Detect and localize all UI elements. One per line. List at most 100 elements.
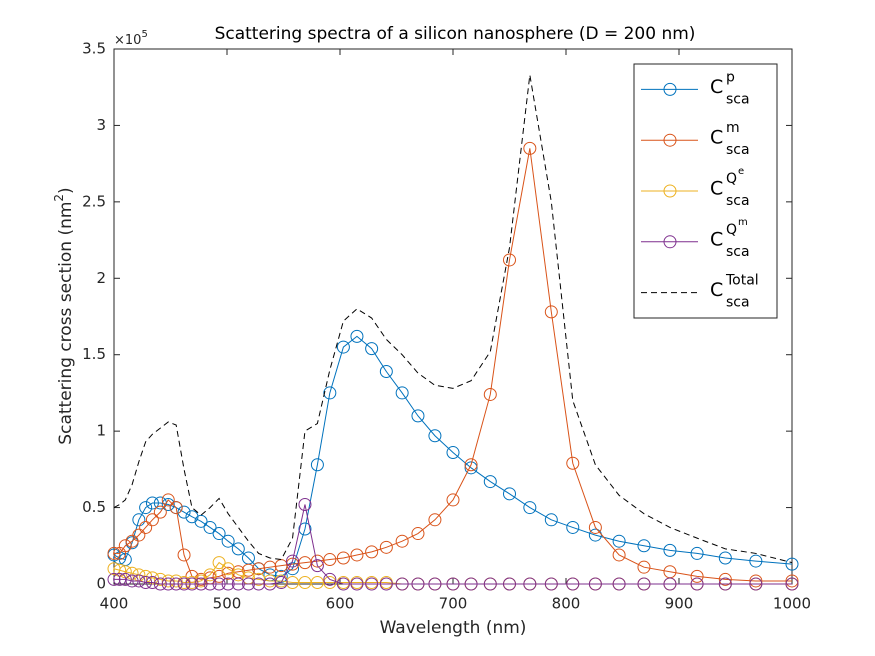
x-tick-label: 700 xyxy=(439,595,468,613)
data-marker xyxy=(464,458,478,472)
legend-label: C xyxy=(710,228,723,250)
data-marker xyxy=(310,559,324,573)
y-tick-label: 2.5 xyxy=(82,192,106,210)
data-marker xyxy=(446,493,460,507)
data-marker xyxy=(395,577,409,591)
data-marker xyxy=(118,572,132,586)
data-marker xyxy=(428,429,442,443)
data-marker xyxy=(365,342,379,356)
data-marker xyxy=(566,577,580,591)
data-marker xyxy=(107,572,121,586)
data-marker xyxy=(785,557,799,571)
y-tick-label: 1.5 xyxy=(82,345,106,363)
legend-label: C xyxy=(710,76,723,98)
y-tick-label: 1 xyxy=(96,422,106,440)
data-marker xyxy=(323,572,337,586)
data-marker xyxy=(118,539,132,553)
data-marker xyxy=(323,575,337,589)
data-marker xyxy=(274,575,288,589)
data-marker xyxy=(221,534,235,548)
data-marker xyxy=(395,534,409,548)
data-marker xyxy=(185,510,199,524)
y-multiplier-base: ×10 xyxy=(114,33,141,48)
legend-sup: p xyxy=(726,69,735,85)
x-tick-label: 800 xyxy=(552,595,581,613)
data-marker xyxy=(411,527,425,541)
data-marker xyxy=(690,577,704,591)
data-marker xyxy=(588,577,602,591)
data-marker xyxy=(503,487,516,501)
data-marker xyxy=(663,577,677,591)
data-marker xyxy=(379,577,393,591)
data-marker xyxy=(365,577,379,591)
x-tick-label: 400 xyxy=(100,595,129,613)
data-marker xyxy=(663,543,677,557)
data-marker xyxy=(139,575,153,589)
data-marker xyxy=(749,574,763,588)
data-marker xyxy=(194,577,208,591)
x-tick-label: 900 xyxy=(665,595,694,613)
y-tick-label: 0 xyxy=(96,575,106,593)
data-marker xyxy=(145,496,159,510)
data-marker xyxy=(323,553,337,567)
data-marker xyxy=(194,574,208,588)
data-marker xyxy=(690,546,704,560)
legend-sub: sca xyxy=(726,91,750,107)
data-marker xyxy=(252,577,266,591)
data-marker xyxy=(566,456,580,470)
data-marker xyxy=(161,574,175,588)
data-marker xyxy=(566,520,580,534)
data-marker xyxy=(379,365,393,379)
data-marker xyxy=(169,574,183,588)
data-marker xyxy=(145,575,159,589)
data-marker xyxy=(336,340,350,354)
legend-sup2: m xyxy=(738,217,748,228)
data-marker xyxy=(350,577,364,591)
data-marker xyxy=(483,577,497,591)
data-marker xyxy=(323,386,337,400)
legend-sup: Q xyxy=(726,222,737,238)
data-marker xyxy=(139,520,153,534)
series-line xyxy=(114,148,792,582)
data-marker xyxy=(411,409,425,423)
series-line xyxy=(114,504,792,585)
data-marker xyxy=(523,501,537,515)
data-marker xyxy=(785,574,799,588)
data-marker xyxy=(286,557,300,571)
data-marker xyxy=(132,528,146,542)
data-marker xyxy=(161,577,175,591)
data-marker xyxy=(446,577,460,591)
data-marker xyxy=(161,493,175,507)
data-marker xyxy=(212,556,226,570)
data-marker xyxy=(194,514,208,528)
data-marker xyxy=(464,577,478,591)
data-marker xyxy=(336,577,350,591)
y-tick-label: 3.5 xyxy=(82,40,106,58)
legend-label: C xyxy=(710,279,723,301)
data-marker xyxy=(523,141,537,155)
data-marker xyxy=(588,520,602,534)
legend-sub: sca xyxy=(726,244,750,260)
data-marker xyxy=(483,387,497,401)
data-marker xyxy=(310,554,324,568)
data-marker xyxy=(212,527,226,541)
x-tick-label: 600 xyxy=(326,595,355,613)
legend-sup: m xyxy=(726,120,740,136)
data-marker xyxy=(107,546,121,560)
data-marker xyxy=(612,548,626,562)
data-marker xyxy=(637,539,651,553)
data-marker xyxy=(212,569,226,583)
data-marker xyxy=(221,566,235,580)
legend-sub: sca xyxy=(726,142,750,158)
data-marker xyxy=(395,386,409,400)
data-marker xyxy=(185,577,199,591)
y-tick-label: 2 xyxy=(96,269,106,287)
y-axis-label-suffix: ) xyxy=(56,187,76,194)
legend-sub: sca xyxy=(726,295,750,311)
data-marker xyxy=(286,554,300,568)
data-marker xyxy=(177,505,191,519)
data-marker xyxy=(718,577,732,591)
data-marker xyxy=(379,540,393,554)
legend-label: C xyxy=(710,127,723,149)
data-marker xyxy=(310,458,324,472)
